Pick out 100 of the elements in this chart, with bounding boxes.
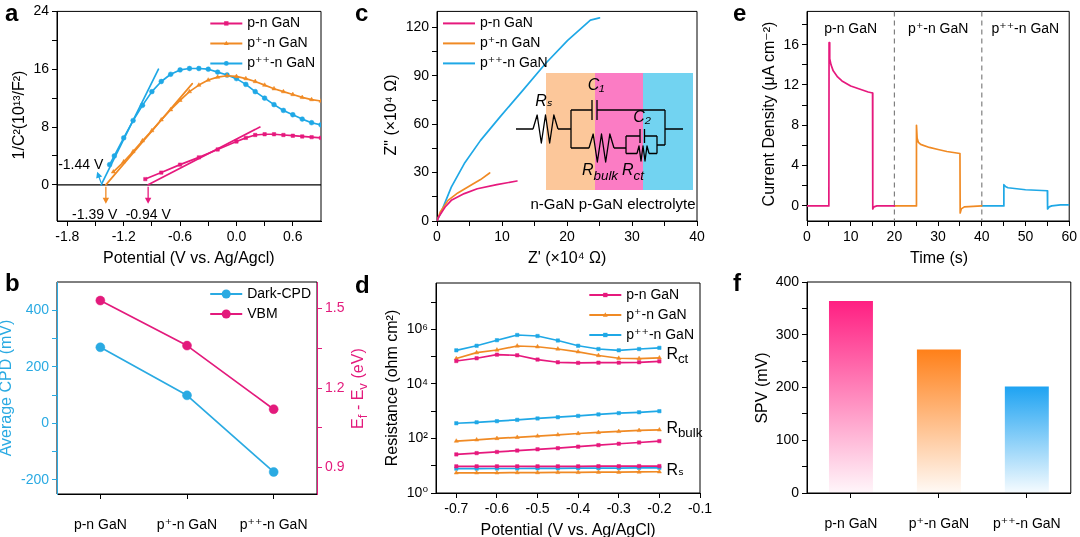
x-tick-label: -0.5 bbox=[525, 500, 550, 517]
x-tick-label: 10 bbox=[842, 228, 859, 245]
y-tick-label: 0 bbox=[791, 483, 800, 500]
x-tick-label: 20 bbox=[886, 228, 903, 245]
y-tick-label: 0 bbox=[41, 175, 50, 192]
y2-tick-label: 1.5 bbox=[325, 299, 345, 316]
chart-title: c bbox=[355, 0, 369, 26]
y-axis-title: 1/C²(10¹³/F²) bbox=[10, 70, 29, 160]
y-tick-label: 12 bbox=[783, 75, 800, 92]
x-axis-title: Z' (×10⁴ Ω) bbox=[528, 249, 607, 267]
y-axis-title: Z" (×10⁴ Ω) bbox=[382, 74, 401, 156]
x-tick-label: -0.6 bbox=[484, 500, 510, 517]
x-tick-label: 0.6 bbox=[283, 228, 303, 245]
annotation: C₁ bbox=[587, 76, 605, 94]
x-tick-label: 60 bbox=[1061, 228, 1078, 245]
y-tick-label: 10⁶ bbox=[406, 320, 428, 337]
annotation: Rₛ bbox=[535, 90, 553, 110]
legend-label: p⁺-n GaN bbox=[626, 305, 687, 322]
annotation: Rₛ bbox=[666, 460, 684, 478]
annotation: -1.39 V bbox=[72, 205, 118, 222]
legend-label: p-n GaN bbox=[626, 285, 680, 302]
legend-label: p⁺⁺-n GaN bbox=[626, 325, 695, 342]
x-tick-label: 50 bbox=[1017, 228, 1034, 245]
x-tick-label: -0.3 bbox=[606, 500, 632, 517]
x-tick-label: 30 bbox=[930, 228, 947, 245]
annotation: C₂ bbox=[633, 108, 651, 126]
y-tick-label: 200 bbox=[25, 357, 50, 374]
y-tick-label: 0 bbox=[421, 211, 430, 228]
chart-title: f bbox=[733, 269, 741, 296]
annotation: -0.94 V bbox=[125, 205, 171, 222]
annotation: R$_{bulk}$ bbox=[581, 161, 619, 183]
x-tick-label: -1.2 bbox=[111, 228, 136, 245]
legend-label: p⁺⁺-n GaN bbox=[247, 54, 316, 71]
annotation: p-n GaN bbox=[824, 20, 878, 37]
y-tick-label: 30 bbox=[413, 163, 430, 180]
x-axis-title: Time (s) bbox=[910, 249, 969, 267]
y-tick-label: 4 bbox=[791, 156, 800, 173]
legend-label: VBM bbox=[247, 304, 278, 321]
y-axis-title: Current Density (μA cm⁻²) bbox=[760, 21, 779, 206]
y-tick-label: 10⁰ bbox=[406, 483, 429, 500]
x-tick-label: p-n GaN bbox=[824, 515, 878, 532]
x-tick-label: -0.4 bbox=[566, 500, 591, 517]
y-tick-label: 200 bbox=[775, 378, 800, 395]
x-tick-label: p⁺-n GaN bbox=[908, 515, 970, 532]
y-tick-label: 16 bbox=[33, 60, 50, 77]
y-axis-title: Average CPD (mV) bbox=[0, 319, 16, 457]
y-tick-label: 400 bbox=[775, 272, 800, 289]
annotation: R$_{ct}$ bbox=[622, 161, 644, 183]
x-tick-label: p⁺-n GaN bbox=[156, 516, 218, 533]
annotation: R$_{ct}$ bbox=[666, 345, 689, 368]
x-tick-label: 0 bbox=[803, 228, 812, 245]
y-tick-label: 8 bbox=[791, 116, 800, 133]
y-tick-label: 24 bbox=[33, 2, 50, 19]
y-tick-label: 90 bbox=[413, 66, 430, 83]
legend-label: p⁺-n GaN bbox=[247, 34, 308, 51]
x-tick-label: -0.6 bbox=[168, 228, 193, 245]
legend-label: p⁺-n GaN bbox=[480, 34, 541, 51]
legend-label: p⁺⁺-n GaN bbox=[480, 54, 548, 71]
annotation: R$_{bulk}$ bbox=[666, 418, 703, 441]
y-tick-label: 400 bbox=[25, 301, 50, 318]
y-tick-label: 10² bbox=[407, 429, 429, 446]
x-tick-label: 20 bbox=[559, 228, 575, 245]
x-tick-label: 0 bbox=[433, 228, 442, 245]
y-tick-label: 100 bbox=[775, 431, 800, 448]
x-tick-label: 10 bbox=[494, 228, 510, 245]
chart-title: e bbox=[733, 0, 747, 26]
y-tick-label: 0 bbox=[791, 196, 800, 213]
y-tick-label: -200 bbox=[20, 470, 50, 487]
legend-label: p-n GaN bbox=[247, 14, 301, 31]
x-tick-label: 40 bbox=[689, 228, 705, 245]
x-axis-title: Potential (V vs. Ag/Agcl) bbox=[103, 249, 275, 267]
annotation: n-GaN p-GaN electrolyte bbox=[530, 194, 696, 212]
x-tick-label: p⁺⁺-n GaN bbox=[239, 516, 308, 533]
y-tick-label: 0 bbox=[41, 414, 50, 431]
annotation: -1.44 V bbox=[58, 155, 104, 172]
annotation: p⁺-n GaN bbox=[908, 20, 969, 37]
y2-tick-label: 1.2 bbox=[325, 378, 345, 395]
x-tick-label: -0.1 bbox=[687, 500, 713, 517]
y-tick-label: 60 bbox=[413, 115, 430, 132]
x-tick-label: p⁺⁺-n GaN bbox=[992, 515, 1061, 532]
y-tick-label: 120 bbox=[405, 18, 430, 35]
y2-tick-label: 0.9 bbox=[325, 458, 345, 475]
x-tick-label: 40 bbox=[974, 228, 990, 245]
y-tick-label: 300 bbox=[775, 325, 800, 342]
chart-title: a bbox=[5, 0, 19, 26]
chart-title: d bbox=[355, 271, 370, 298]
legend-label: Dark-CPD bbox=[247, 284, 311, 301]
y-tick-label: 8 bbox=[41, 117, 50, 134]
chart-title: b bbox=[5, 269, 20, 296]
x-tick-label: 30 bbox=[624, 228, 640, 245]
y-tick-label: 16 bbox=[783, 35, 800, 52]
x-tick-label: -0.2 bbox=[647, 500, 672, 517]
y-tick-label: 10⁴ bbox=[406, 374, 428, 391]
x-tick-label: p-n GaN bbox=[73, 516, 127, 533]
x-tick-label: -1.8 bbox=[55, 228, 80, 245]
annotation: p⁺⁺-n GaN bbox=[991, 20, 1060, 37]
legend-label: p-n GaN bbox=[480, 14, 533, 31]
y-axis-title: SPV (mV) bbox=[752, 351, 771, 424]
y-axis-title: Resistance (ohm cm²) bbox=[383, 309, 402, 467]
x-tick-label: -0.7 bbox=[444, 500, 469, 517]
